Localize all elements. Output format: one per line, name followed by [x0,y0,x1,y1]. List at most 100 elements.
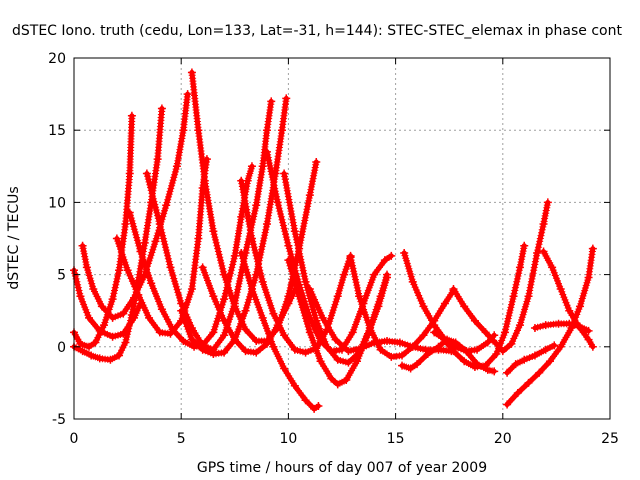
data-point [162,201,171,210]
data-point [269,309,278,318]
series-19 [430,241,529,372]
data-point [282,94,291,103]
data-point [134,290,143,299]
data-point [168,325,177,334]
data-point [177,299,186,308]
x-axis-label: GPS time / hours of day 007 of year 2009 [197,460,487,476]
data-point [220,270,229,279]
series-16 [346,253,458,361]
data-point [155,328,164,337]
y-tick-label: 0 [57,340,66,356]
data-point [125,208,134,217]
data-point [348,328,357,337]
data-point [301,396,310,405]
data-point [151,237,160,246]
data-point [554,319,563,328]
data-point [565,306,574,315]
data-point [539,220,548,229]
data-point [284,256,293,265]
data-point [535,368,544,377]
data-point [78,347,87,356]
data-point [179,126,188,135]
data-point [470,363,479,372]
data-point [327,374,336,383]
y-tick-label: 10 [48,195,66,211]
data-point [353,357,362,366]
data-point [262,220,271,229]
series-23 [539,247,597,351]
data-point [492,350,501,359]
data-point [155,220,164,229]
data-point [419,331,428,340]
data-point [237,248,246,257]
data-point [247,285,256,294]
data-point [115,266,124,275]
data-point [524,378,533,387]
series-4 [112,155,211,338]
data-point [252,348,261,357]
data-point [106,355,115,364]
data-point [498,347,507,356]
data-point [76,339,85,348]
series-21 [503,244,597,409]
series-24 [530,319,593,335]
data-point [524,292,533,301]
data-point [230,251,239,260]
data-point [533,248,542,257]
y-tick-label: 15 [48,123,66,139]
data-point [157,305,166,314]
data-point [100,321,109,330]
data-point [153,155,162,164]
series-9 [198,263,301,357]
data-point [280,364,289,373]
data-point [520,241,529,250]
data-point [481,328,490,337]
data-point [406,364,415,373]
data-point [451,338,460,347]
data-point [91,338,100,347]
data-point [322,342,331,351]
data-point [200,176,209,185]
data-point [310,404,319,413]
data-point [556,342,565,351]
data-point [530,324,539,333]
data-point [166,263,175,272]
data-point [241,347,250,356]
data-point [316,357,325,366]
data-point [187,68,196,77]
data-point [136,247,145,256]
data-point [503,400,512,409]
data-point [398,351,407,360]
data-point [284,299,293,308]
data-point [539,247,548,256]
data-point [209,350,218,359]
data-point [290,381,299,390]
data-point [280,331,289,340]
data-point [82,263,91,272]
data-point [355,292,364,301]
data-point [588,244,597,253]
data-point [305,328,314,337]
data-point [187,335,196,344]
data-point [198,345,207,354]
data-point [460,357,469,366]
data-point [503,368,512,377]
data-point [387,251,396,260]
data-point [483,338,492,347]
x-tick-label: 0 [70,431,79,447]
series-11 [237,248,323,413]
data-point [387,352,396,361]
data-point [543,198,552,207]
data-point [376,345,385,354]
data-point [530,351,539,360]
data-point [509,292,518,301]
data-point [515,321,524,330]
data-point [89,285,98,294]
data-point [408,342,417,351]
data-point [194,234,203,243]
x-tick-label: 25 [601,431,619,447]
data-point [209,292,218,301]
data-point [290,345,299,354]
